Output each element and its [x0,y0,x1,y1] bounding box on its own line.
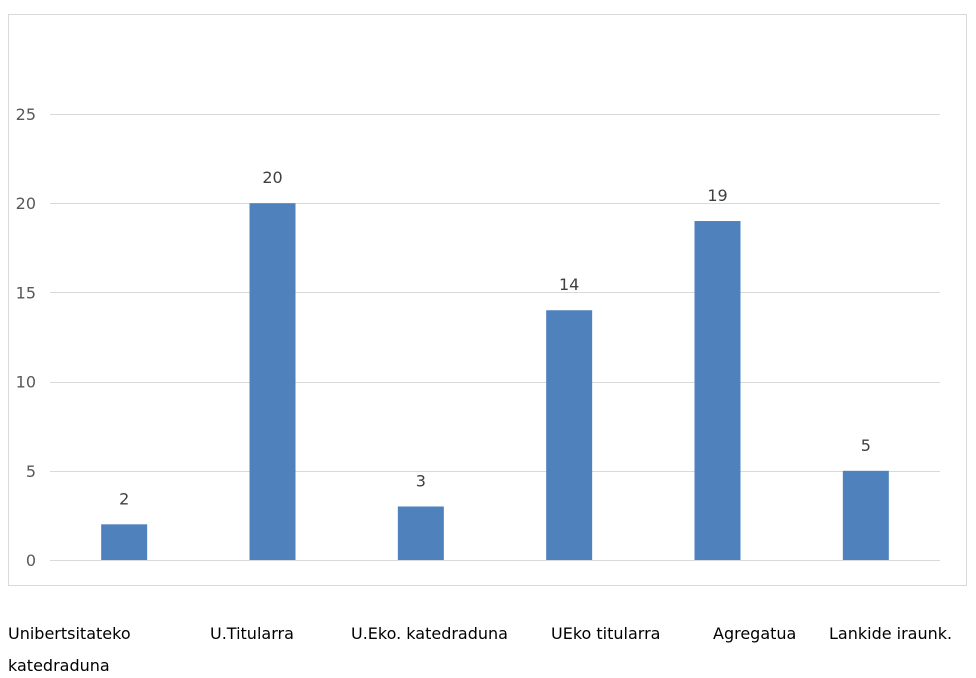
bar [101,524,148,560]
bars [101,203,889,561]
data-label: 14 [559,275,579,294]
bar [546,310,593,560]
y-tick-label: 25 [16,105,36,124]
category-label: Agregatua [713,624,796,643]
category-label: U.Titularra [210,624,294,643]
x-axis-categories: Unibertsitateko katedraduna U.Titularra U.E… [8,624,952,675]
data-label: 2 [119,489,129,508]
data-label: 5 [861,436,871,455]
y-tick-label: 20 [16,194,36,213]
category-label: U.Eko. katedraduna [351,624,508,643]
category-label: UEko titularra [551,624,660,643]
bar [694,221,741,561]
category-label: Lankide iraunk. [829,624,952,643]
bar [842,470,889,560]
bar [397,506,444,560]
y-tick-label: 15 [16,283,36,302]
category-label: Unibertsitateko [8,624,131,643]
y-tick-label: 0 [26,551,36,570]
data-label: 19 [707,186,727,205]
chart-frame [8,14,967,586]
y-axis-ticks: 0 5 10 15 20 25 [16,105,36,570]
data-label: 20 [262,168,282,187]
gridlines [50,114,940,561]
data-label: 3 [416,471,426,490]
category-label: katedraduna [8,656,110,675]
bar [249,203,296,560]
y-tick-label: 5 [26,462,36,481]
data-labels: 2 20 3 14 19 5 [119,168,871,508]
y-tick-label: 10 [16,373,36,392]
